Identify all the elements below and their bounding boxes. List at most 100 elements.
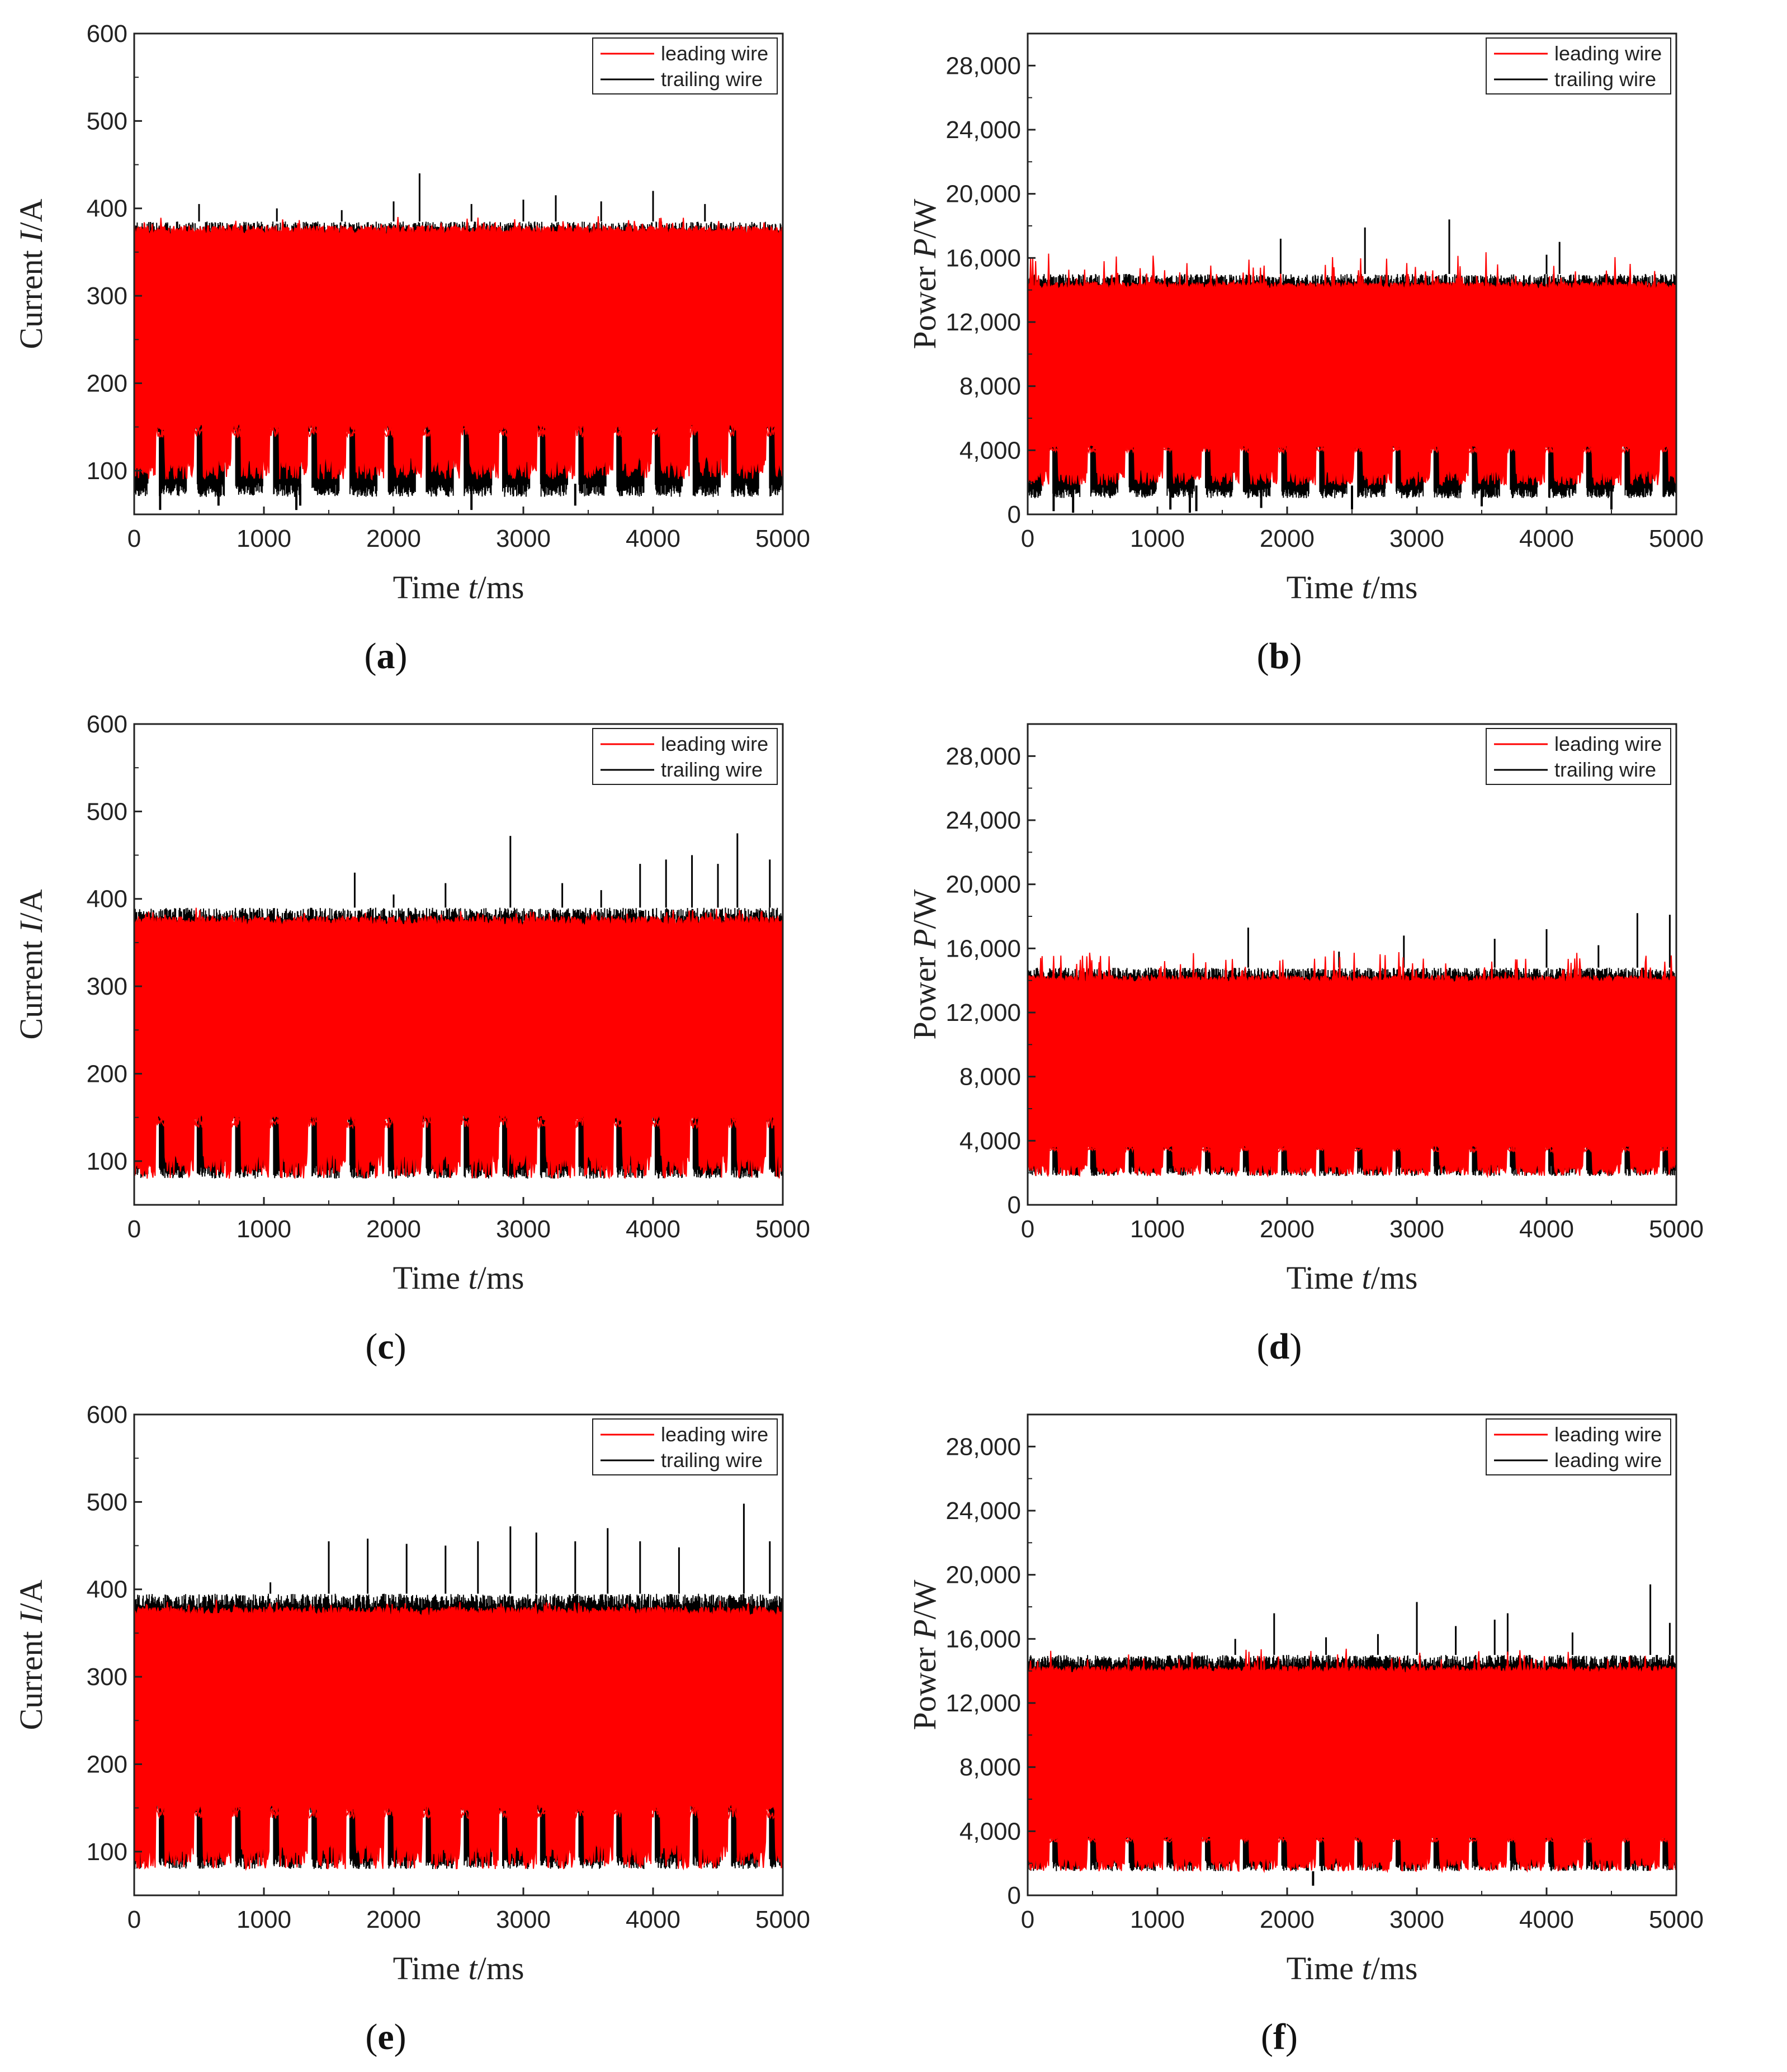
x-tick-label-b-0: 0 [1021, 525, 1034, 552]
y-tick-label-e-4: 500 [87, 1488, 127, 1516]
plot-area-a [134, 173, 783, 510]
leading-notch-c-10 [536, 1117, 547, 1129]
leading-notch-d-11 [1468, 1146, 1479, 1154]
y-tick-label-a-2: 300 [87, 282, 127, 310]
leading-notch-b-5 [1239, 446, 1250, 453]
leading-notch-b-16 [1659, 447, 1669, 453]
legend-box-c [592, 728, 778, 785]
legend-d: leading wire trailing wire [1486, 728, 1671, 785]
y-tick-label-e-1: 200 [87, 1751, 127, 1778]
leading-notch-d-2 [1124, 1146, 1136, 1153]
x-tick-label-a-3: 3000 [496, 525, 551, 552]
x-tick-label-e-3: 3000 [496, 1906, 551, 1933]
leading-notch-c-12 [612, 1118, 623, 1129]
y-axis-title-c: Current I/A [13, 889, 49, 1039]
legend-label-c-1: trailing wire [661, 758, 763, 781]
leading-notch-d-8 [1353, 1147, 1364, 1152]
leading-notch-b-7 [1315, 445, 1326, 452]
leading-notch-a-11 [574, 427, 585, 438]
leading-notch-e-2 [231, 1806, 242, 1818]
x-axis-title-a-unit: /ms [478, 569, 524, 605]
y-axis-title-a: Current I/A [13, 198, 49, 349]
y-tick-label-c-0: 100 [87, 1148, 127, 1175]
x-tick-label-c-2: 2000 [366, 1215, 421, 1243]
leading-notch-f-5 [1238, 1836, 1250, 1844]
caption-close-paren: ) [1285, 2017, 1298, 2057]
leading-notch-d-4 [1200, 1147, 1212, 1153]
leading-notch-c-16 [765, 1117, 776, 1129]
panel-caption-e: (e) [365, 2017, 406, 2057]
leading-notch-f-9 [1391, 1836, 1402, 1842]
caption-letter: c [377, 1326, 394, 1367]
y-tick-label-d-7: 28,000 [945, 742, 1021, 770]
x-tick-label-f-4: 4000 [1519, 1906, 1574, 1933]
x-tick-label-c-4: 4000 [626, 1215, 680, 1243]
y-tick-label-c-5: 600 [87, 711, 127, 738]
leading-notch-b-8 [1353, 446, 1364, 453]
x-tick-label-d-4: 4000 [1519, 1215, 1574, 1243]
x-tick-label-a-2: 2000 [366, 525, 421, 552]
leading-notch-a-7 [422, 427, 432, 438]
leading-notch-b-15 [1620, 446, 1632, 454]
leading-notch-d-12 [1506, 1147, 1516, 1153]
y-tick-label-b-5: 20,000 [945, 181, 1021, 208]
leading-notch-a-0 [154, 427, 166, 438]
caption-open-paren: ( [1257, 1326, 1269, 1367]
leading-notch-d-0 [1048, 1146, 1058, 1152]
y-tick-label-a-3: 400 [87, 195, 127, 223]
x-tick-label-f-0: 0 [1021, 1906, 1034, 1933]
y-tick-label-c-3: 400 [87, 886, 127, 913]
plot-area-c [134, 833, 783, 1180]
leading-notch-a-13 [650, 428, 661, 437]
chart-svg-f: 0 1000 2000 3000 4000 5000 0 4,000 8,000 12,000 16… [906, 1413, 1704, 2057]
legend-f: leading wire leading wire [1486, 1418, 1671, 1475]
leading-notch-c-15 [727, 1117, 738, 1129]
leading-notch-a-2 [231, 427, 242, 439]
x-axis-title-d-unit: /ms [1371, 1260, 1418, 1296]
leading-notch-e-1 [192, 1808, 204, 1818]
y-tick-label-d-3: 12,000 [945, 999, 1021, 1026]
leading-notch-b-14 [1582, 446, 1593, 455]
y-tick-label-e-2: 300 [87, 1663, 127, 1691]
leading-notch-f-4 [1201, 1837, 1212, 1843]
leading-notch-b-4 [1200, 445, 1212, 452]
leading-notch-e-8 [460, 1809, 471, 1820]
leading-notch-e-10 [536, 1808, 547, 1818]
caption-open-paren: ( [365, 1326, 377, 1367]
x-axis-title-f-unit: /ms [1371, 1950, 1418, 1986]
chart-svg-c: 0 1000 2000 3000 4000 5000 100 200 300 400 500 600 T… [13, 711, 810, 1367]
caption-letter: e [377, 2017, 394, 2057]
caption-close-paren: ) [394, 2017, 406, 2057]
chart-svg-d: 0 1000 2000 3000 4000 5000 0 4,000 8,000 12,000 16… [906, 723, 1704, 1367]
series-band-leading-c [134, 907, 783, 1180]
leading-notch-d-5 [1238, 1146, 1250, 1153]
leading-notch-b-2 [1124, 446, 1136, 454]
leading-notch-f-6 [1277, 1836, 1288, 1843]
x-axis-title-e: Time t/ms [393, 1950, 524, 1986]
leading-notch-c-6 [383, 1118, 394, 1128]
x-tick-label-d-0: 0 [1021, 1215, 1034, 1243]
y-tick-label-f-2: 8,000 [959, 1754, 1021, 1781]
x-tick-label-e-5: 5000 [755, 1906, 810, 1933]
leading-notch-f-10 [1429, 1837, 1440, 1843]
leading-notch-a-5 [345, 427, 356, 438]
legend-a: leading wire trailing wire [592, 37, 778, 94]
leading-notch-e-7 [422, 1808, 433, 1819]
caption-letter: a [377, 636, 395, 677]
chart-svg-a: 0 1000 2000 3000 4000 5000 100 200 300 400 500 600 T… [13, 20, 810, 677]
x-axis-title-b-symbol: t [1361, 569, 1372, 605]
legend-label-f-0: leading wire [1554, 1423, 1662, 1446]
y-tick-label-d-6: 24,000 [945, 807, 1021, 834]
leading-notch-e-3 [269, 1808, 280, 1819]
legend-box-f [1486, 1418, 1671, 1475]
leading-notch-f-3 [1162, 1837, 1174, 1843]
leading-notch-e-11 [574, 1808, 585, 1819]
y-tick-label-f-0: 0 [1008, 1882, 1021, 1909]
y-tick-label-f-7: 28,000 [945, 1433, 1021, 1460]
y-axis-title-e-symbol: I [13, 1611, 49, 1624]
y-axis-title-e-unit: /A [13, 1579, 49, 1612]
leading-notch-d-16 [1659, 1146, 1670, 1153]
panel-caption-f: (f) [1261, 2017, 1298, 2057]
y-axis-title-b-symbol: P [906, 238, 943, 258]
x-tick-label-d-5: 5000 [1649, 1215, 1704, 1243]
